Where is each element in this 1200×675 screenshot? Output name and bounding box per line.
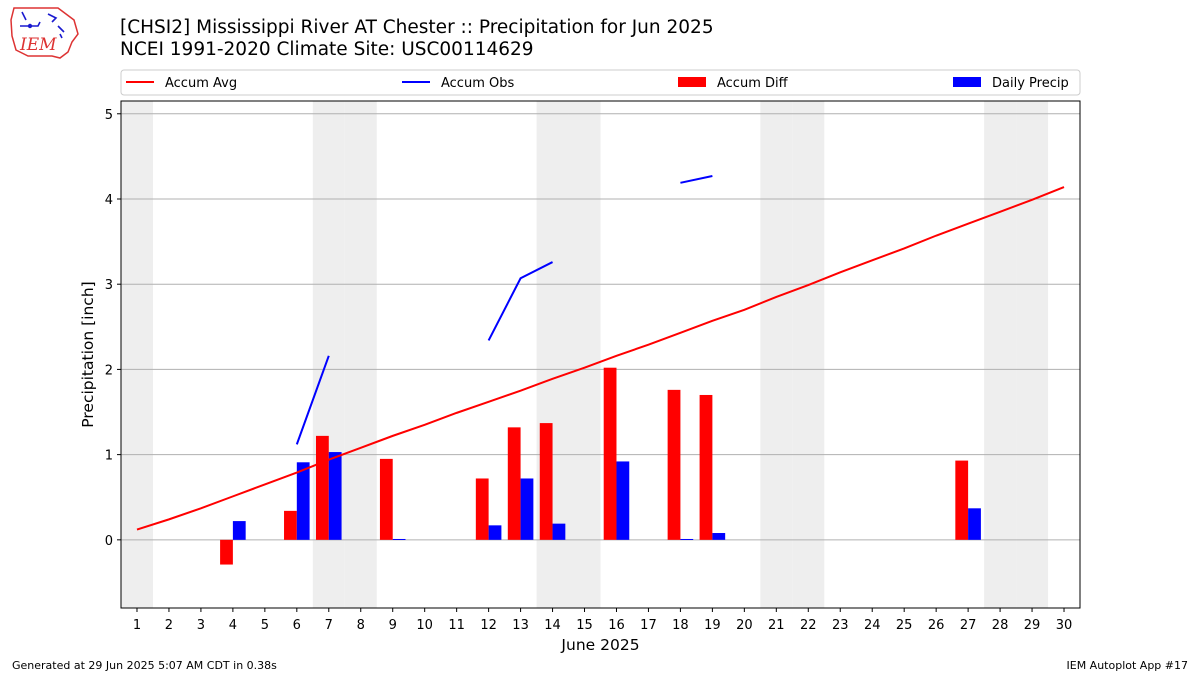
daily-precip-bar: [552, 523, 566, 540]
x-tick-label: 7: [325, 618, 333, 633]
x-tick-label: 19: [704, 618, 721, 633]
daily-precip-bar: [296, 462, 310, 540]
accum-diff-bar: [475, 478, 489, 540]
accum-diff-bar: [220, 539, 233, 565]
accum-obs-line: [295, 355, 330, 445]
daily-precip-bar: [616, 461, 630, 540]
x-tick-label: 17: [640, 618, 657, 633]
x-tick-label: 9: [389, 618, 397, 633]
x-tick-label: 28: [992, 618, 1009, 633]
app-credit: IEM Autoplot App #17: [1066, 659, 1189, 672]
y-tick-label: 4: [105, 193, 113, 208]
x-tick-label: 11: [448, 618, 465, 633]
x-tick-label: 15: [576, 618, 593, 633]
x-tick-label: 4: [229, 618, 237, 633]
chart-subtitle: NCEI 1991-2020 Climate Site: USC00114629: [120, 39, 534, 60]
daily-precip-bar: [488, 525, 502, 540]
x-tick-label: 24: [864, 618, 881, 633]
accum-obs-line: [680, 175, 713, 184]
plot-frame: [120, 100, 1081, 609]
accum-obs-line: [487, 261, 554, 341]
y-tick-label: 0: [105, 534, 113, 549]
daily-precip-bar: [328, 452, 342, 540]
daily-precip-bar: [520, 478, 534, 540]
x-tick-label: 10: [416, 618, 433, 633]
legend-label: Accum Obs: [441, 76, 514, 91]
x-tick-label: 20: [736, 618, 753, 633]
accum-diff-bar: [699, 394, 713, 540]
weekend-band: [1016, 101, 1049, 608]
daily-precip-bar: [712, 533, 726, 540]
x-tick-label: 16: [608, 618, 625, 633]
accum-diff-bar: [284, 510, 297, 540]
generated-timestamp: Generated at 29 Jun 2025 5:07 AM CDT in …: [12, 659, 277, 672]
y-tick-label: 5: [105, 108, 113, 123]
x-tick-label: 3: [197, 618, 205, 633]
weekend-band: [760, 101, 793, 608]
x-tick-label: 27: [960, 618, 977, 633]
daily-precip-bar: [680, 538, 694, 540]
x-tick-label: 26: [928, 618, 945, 633]
accum-diff-bar: [955, 460, 969, 540]
x-tick-label: 21: [768, 618, 785, 633]
legend-label: Accum Avg: [165, 76, 237, 91]
svg-text:IEM: IEM: [19, 35, 57, 55]
accum-diff-bar: [379, 458, 393, 540]
x-tick-label: 25: [896, 618, 913, 633]
weekend-band: [984, 101, 1017, 608]
x-axis-label: June 2025: [560, 636, 639, 654]
x-tick-label: 14: [544, 618, 561, 633]
accum-diff-bar: [539, 423, 553, 540]
accum-diff-bar: [603, 367, 617, 540]
accum-avg-line: [136, 186, 1065, 531]
chart-title: [CHSI2] Mississippi River AT Chester :: …: [120, 17, 714, 38]
x-tick-label: 6: [293, 618, 301, 633]
x-tick-label: 12: [480, 618, 497, 633]
daily-precip-bar: [232, 521, 246, 540]
x-tick-label: 18: [672, 618, 689, 633]
accum-diff-bar: [315, 435, 329, 540]
y-tick-label: 2: [105, 363, 113, 378]
x-tick-label: 29: [1024, 618, 1041, 633]
legend-box: [120, 69, 1081, 96]
x-tick-label: 22: [800, 618, 817, 633]
iem-logo: IEM: [10, 7, 79, 59]
weekend-band: [792, 101, 825, 608]
weekend-band: [121, 101, 153, 608]
x-tick-label: 30: [1056, 618, 1073, 633]
daily-precip-bar: [968, 508, 981, 540]
y-axis-label: Precipitation [inch]: [79, 281, 97, 427]
x-tick-label: 2: [165, 618, 173, 633]
weekend-band: [568, 101, 601, 608]
x-tick-label: 8: [357, 618, 365, 633]
x-tick-label: 23: [832, 618, 849, 633]
legend-label: Accum Diff: [717, 76, 789, 91]
x-tick-label: 5: [261, 618, 269, 633]
legend-swatch: [678, 77, 706, 87]
daily-precip-bar: [392, 538, 406, 540]
x-tick-label: 1: [133, 618, 141, 633]
x-tick-label: 13: [512, 618, 529, 633]
weekend-band: [344, 101, 377, 608]
accum-diff-bar: [507, 427, 521, 540]
y-tick-label: 1: [105, 449, 113, 464]
y-tick-label: 3: [105, 278, 113, 293]
legend-swatch: [953, 77, 981, 87]
legend-label: Daily Precip: [992, 76, 1069, 91]
accum-diff-bar: [667, 389, 681, 540]
